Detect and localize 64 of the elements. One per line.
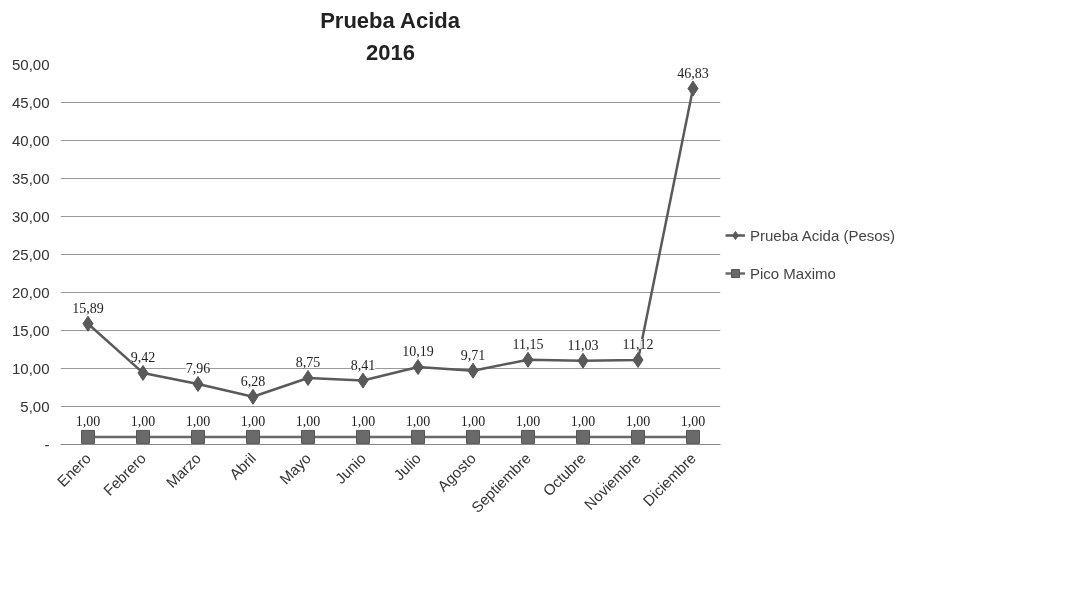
- data-label: 1,00: [240, 413, 266, 429]
- y-tick-label: 10,00: [11, 359, 50, 377]
- point: [301, 429, 315, 444]
- y-tick-label: 5,00: [20, 397, 50, 415]
- data-label: 1,00: [185, 413, 211, 429]
- legend-label: Prueba Acida (Pesos): [750, 226, 896, 244]
- point: [136, 429, 150, 444]
- data-label: 1,00: [570, 413, 596, 429]
- point: [522, 351, 534, 368]
- y-tick-label: 50,00: [11, 55, 50, 73]
- point: [686, 429, 700, 444]
- data-label: 7,96: [185, 361, 211, 376]
- data-label: 9,42: [130, 349, 156, 365]
- x-tick-label: Julio: [390, 449, 425, 484]
- data-label: 1,00: [75, 413, 101, 429]
- data-label: 8,75: [295, 355, 321, 370]
- point: [82, 315, 94, 332]
- point: [467, 362, 479, 379]
- data-label: 1,00: [405, 413, 431, 429]
- chart-subtitle: 2016: [366, 39, 415, 65]
- data-label: 15,89: [72, 300, 104, 316]
- point: [576, 429, 590, 444]
- data-label: 1,00: [625, 413, 651, 429]
- point: [412, 359, 424, 376]
- data-label: 11,12: [622, 336, 654, 352]
- data-label: 1,00: [680, 413, 706, 429]
- point: [466, 429, 480, 444]
- point: [631, 429, 645, 444]
- data-label: 1,00: [460, 413, 486, 429]
- point: [687, 80, 699, 97]
- data-label: 46,83: [677, 65, 709, 81]
- y-tick-label: 40,00: [11, 131, 50, 149]
- y-tick-label: 30,00: [11, 207, 50, 225]
- y-tick-label: 15,00: [11, 321, 50, 339]
- point: [246, 429, 260, 444]
- point: [191, 429, 205, 444]
- data-label: 10,19: [402, 344, 434, 360]
- point: [302, 370, 314, 386]
- point: [137, 364, 149, 381]
- y-tick-label: -: [44, 435, 50, 453]
- data-label: 1,00: [130, 413, 156, 429]
- point: [632, 351, 644, 368]
- data-label: 11,03: [567, 337, 599, 353]
- data-label: 6,28: [240, 373, 266, 389]
- point: [247, 388, 259, 405]
- legend-label: Pico Maximo: [750, 264, 836, 282]
- data-label: 1,00: [295, 413, 321, 429]
- point: [192, 376, 204, 392]
- point: [81, 429, 95, 444]
- y-tick-label: 45,00: [11, 93, 50, 111]
- y-tick-label: 20,00: [11, 283, 50, 301]
- data-label: 8,41: [350, 357, 376, 373]
- y-tick-label: 35,00: [11, 169, 50, 187]
- data-label: 11,15: [512, 336, 544, 352]
- data-label: 1,00: [515, 413, 541, 429]
- data-label: 9,71: [460, 347, 486, 363]
- point: [356, 429, 370, 444]
- y-tick-label: 25,00: [11, 245, 50, 263]
- point: [577, 352, 589, 369]
- point: [411, 429, 425, 444]
- chart-title: Prueba Acida: [320, 7, 461, 33]
- point: [521, 429, 535, 444]
- data-label: 1,00: [350, 413, 376, 429]
- point: [357, 372, 369, 389]
